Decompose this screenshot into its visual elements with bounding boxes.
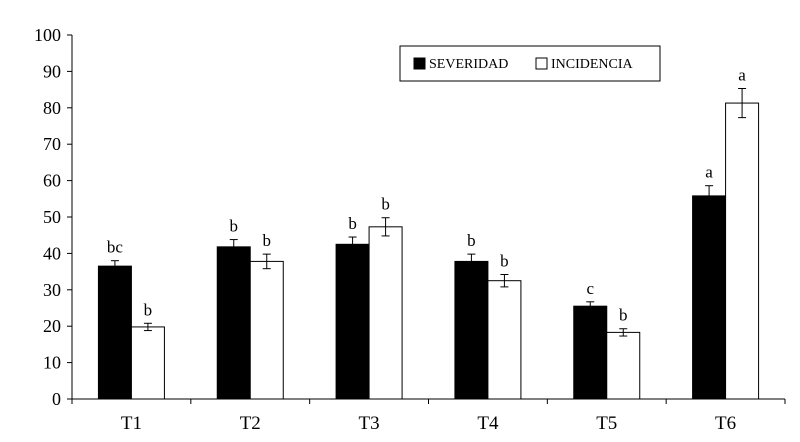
significance-letter: a (738, 66, 746, 85)
x-tick-label: T3 (359, 413, 380, 434)
y-tick-label: 90 (43, 61, 61, 81)
significance-letter: b (381, 195, 390, 214)
significance-letter: bc (107, 238, 124, 257)
legend-label-severidad: SEVERIDAD (429, 57, 508, 72)
bar-severidad-t3 (335, 243, 370, 400)
y-tick-label: 30 (43, 280, 61, 300)
bar-incidencia-t1 (130, 326, 165, 400)
bar-severidad-t5 (573, 305, 608, 400)
x-tick-label: T2 (240, 413, 261, 434)
significance-letter: c (586, 279, 594, 298)
error-bars (110, 88, 747, 337)
y-tick-label: 60 (43, 171, 61, 191)
legend: SEVERIDAD INCIDENCIA (399, 45, 661, 82)
legend-box (399, 45, 661, 82)
significance-letter: b (263, 231, 272, 250)
bar-severidad-t4 (454, 260, 489, 400)
bar-incidencia-t6 (725, 102, 760, 400)
bar-incidencia-t5 (606, 331, 641, 400)
significance-letter: a (705, 163, 713, 182)
significance-letter: b (348, 214, 357, 233)
bar-severidad-t6 (692, 195, 727, 400)
y-tick-label: 70 (43, 134, 61, 154)
y-tick-label: 20 (43, 316, 61, 336)
bar-incidencia-t4 (487, 280, 522, 400)
y-axis: 0 10 20 30 40 50 60 70 80 90 100 (34, 25, 73, 409)
bar-severidad-t1 (97, 265, 132, 400)
bar-severidad-t2 (216, 246, 251, 400)
y-tick-label: 40 (43, 243, 61, 263)
y-tick-label: 10 (43, 353, 61, 373)
bars (97, 102, 760, 400)
legend-label-incidencia: INCIDENCIA (551, 57, 634, 72)
y-tick-label: 50 (43, 207, 61, 227)
legend-swatch-incidencia (535, 57, 548, 70)
y-tick-label: 100 (34, 25, 61, 45)
x-tick-label: T5 (596, 413, 617, 434)
x-axis: T1 T2 T3 T4 T5 T6 (71, 398, 786, 434)
significance-letter: b (500, 252, 509, 271)
legend-swatch-severidad (413, 57, 426, 70)
x-tick-label: T4 (477, 413, 499, 434)
significance-letter: b (619, 306, 628, 325)
bar-incidencia-t2 (249, 260, 284, 400)
y-tick-label: 80 (43, 98, 61, 118)
significance-letter: b (230, 217, 239, 236)
y-tick-label: 0 (52, 389, 61, 409)
x-tick-label: T1 (121, 413, 142, 434)
x-tick-label: T6 (715, 413, 736, 434)
significance-letter: b (144, 300, 153, 319)
significance-letter: b (467, 231, 476, 250)
bar-incidencia-t3 (368, 226, 403, 400)
